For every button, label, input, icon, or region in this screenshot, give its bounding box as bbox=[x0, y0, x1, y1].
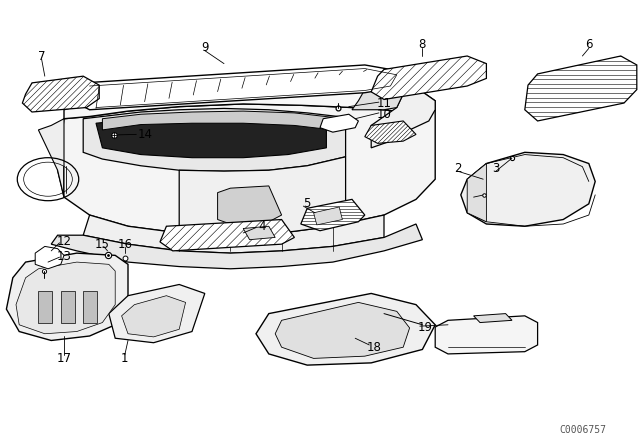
Polygon shape bbox=[64, 76, 435, 119]
Polygon shape bbox=[435, 316, 538, 354]
Text: C0006757: C0006757 bbox=[559, 425, 606, 435]
Polygon shape bbox=[179, 157, 346, 235]
Polygon shape bbox=[160, 220, 294, 251]
Bar bbox=[38, 291, 52, 323]
Polygon shape bbox=[102, 111, 333, 130]
Polygon shape bbox=[371, 56, 486, 99]
Polygon shape bbox=[83, 215, 384, 253]
Bar bbox=[83, 291, 97, 323]
Polygon shape bbox=[38, 119, 64, 197]
Text: 14: 14 bbox=[138, 128, 152, 141]
Text: 12: 12 bbox=[56, 235, 72, 249]
Text: 2: 2 bbox=[454, 161, 461, 175]
Polygon shape bbox=[22, 76, 99, 112]
Polygon shape bbox=[77, 65, 403, 110]
Polygon shape bbox=[35, 246, 64, 269]
Polygon shape bbox=[22, 76, 99, 112]
Text: 16: 16 bbox=[117, 237, 132, 251]
Polygon shape bbox=[58, 104, 435, 235]
Polygon shape bbox=[83, 108, 346, 171]
Polygon shape bbox=[122, 296, 186, 337]
Text: 6: 6 bbox=[585, 38, 593, 52]
Polygon shape bbox=[256, 293, 435, 365]
Polygon shape bbox=[320, 114, 358, 132]
Polygon shape bbox=[371, 85, 435, 148]
Polygon shape bbox=[96, 116, 326, 158]
Polygon shape bbox=[365, 121, 416, 143]
Polygon shape bbox=[301, 199, 365, 231]
Polygon shape bbox=[371, 56, 486, 99]
Polygon shape bbox=[218, 186, 282, 224]
Polygon shape bbox=[314, 207, 342, 225]
Bar bbox=[61, 291, 75, 323]
Polygon shape bbox=[243, 226, 275, 240]
Polygon shape bbox=[525, 56, 637, 121]
Text: 17: 17 bbox=[56, 352, 72, 365]
Text: 18: 18 bbox=[367, 340, 382, 354]
Text: 8: 8 bbox=[419, 38, 426, 52]
Text: 9: 9 bbox=[201, 40, 209, 54]
Text: 10: 10 bbox=[376, 108, 392, 121]
Text: 15: 15 bbox=[95, 237, 110, 251]
Text: 4: 4 bbox=[259, 220, 266, 233]
Text: 5: 5 bbox=[303, 197, 311, 211]
Polygon shape bbox=[51, 224, 422, 269]
Polygon shape bbox=[525, 56, 637, 121]
Polygon shape bbox=[160, 220, 294, 251]
Polygon shape bbox=[275, 302, 410, 358]
Text: 13: 13 bbox=[56, 250, 72, 263]
Polygon shape bbox=[365, 121, 416, 143]
Text: 3: 3 bbox=[492, 161, 500, 175]
Polygon shape bbox=[301, 199, 365, 231]
Polygon shape bbox=[461, 152, 595, 226]
Polygon shape bbox=[109, 284, 205, 343]
Text: 7: 7 bbox=[38, 49, 45, 63]
Polygon shape bbox=[467, 164, 486, 222]
Text: 19: 19 bbox=[418, 320, 433, 334]
Polygon shape bbox=[352, 81, 403, 110]
Text: 11: 11 bbox=[376, 96, 392, 110]
Text: 1: 1 bbox=[121, 352, 129, 365]
Polygon shape bbox=[474, 314, 512, 323]
Polygon shape bbox=[6, 253, 128, 340]
Polygon shape bbox=[16, 262, 115, 334]
